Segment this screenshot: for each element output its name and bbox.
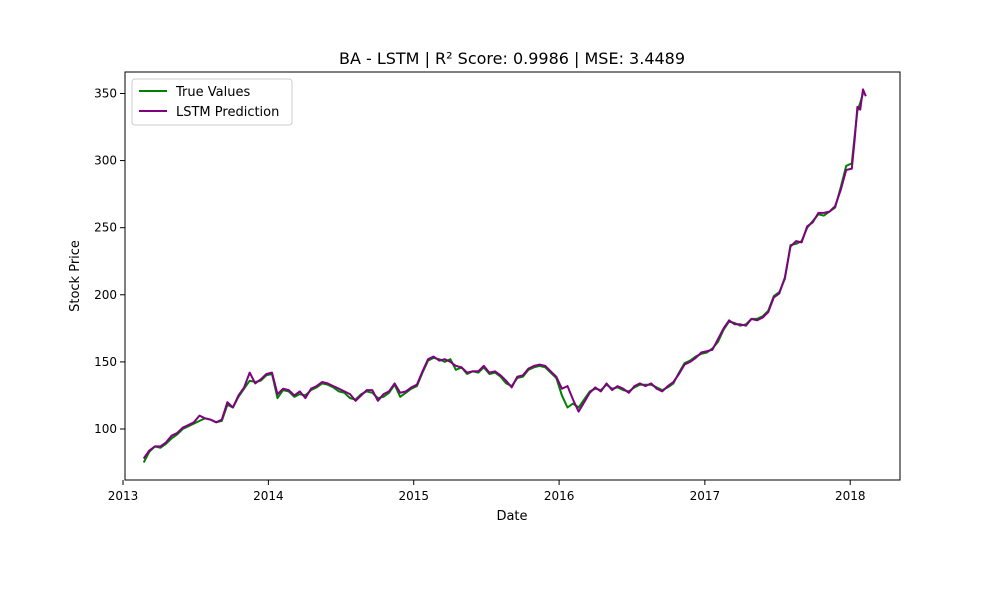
x-tick-label: 2013 [108, 489, 139, 503]
y-tick-label: 300 [94, 154, 117, 168]
plot-frame [124, 71, 901, 481]
y-axis-label: Stock Price [68, 240, 83, 312]
x-tick-label: 2018 [835, 489, 866, 503]
series-line-lstm-prediction [142, 88, 867, 460]
legend-label-true-values: True Values [175, 85, 250, 100]
series-layer [142, 88, 867, 464]
y-tick-label: 100 [94, 422, 117, 436]
legend-label-lstm-prediction: LSTM Prediction [176, 105, 279, 120]
x-tick-label: 2017 [690, 489, 721, 503]
y-axis: 100 150 200 250 300 350 [94, 86, 125, 436]
y-tick-label: 250 [94, 221, 117, 235]
y-tick-label: 200 [94, 288, 117, 302]
legend-box [131, 78, 293, 126]
x-tick-label: 2015 [398, 489, 429, 503]
x-tick-label: 2014 [253, 489, 284, 503]
y-tick-label: 350 [94, 86, 117, 100]
x-axis: 2013 2014 2015 2016 2017 2018 [108, 480, 866, 503]
x-axis-label: Date [496, 509, 527, 524]
y-tick-label: 150 [94, 355, 117, 369]
legend: True Values LSTM Prediction [131, 78, 293, 126]
x-tick-label: 2016 [544, 489, 575, 503]
chart-title: BA - LSTM | R² Score: 0.9986 | MSE: 3.44… [339, 49, 685, 68]
